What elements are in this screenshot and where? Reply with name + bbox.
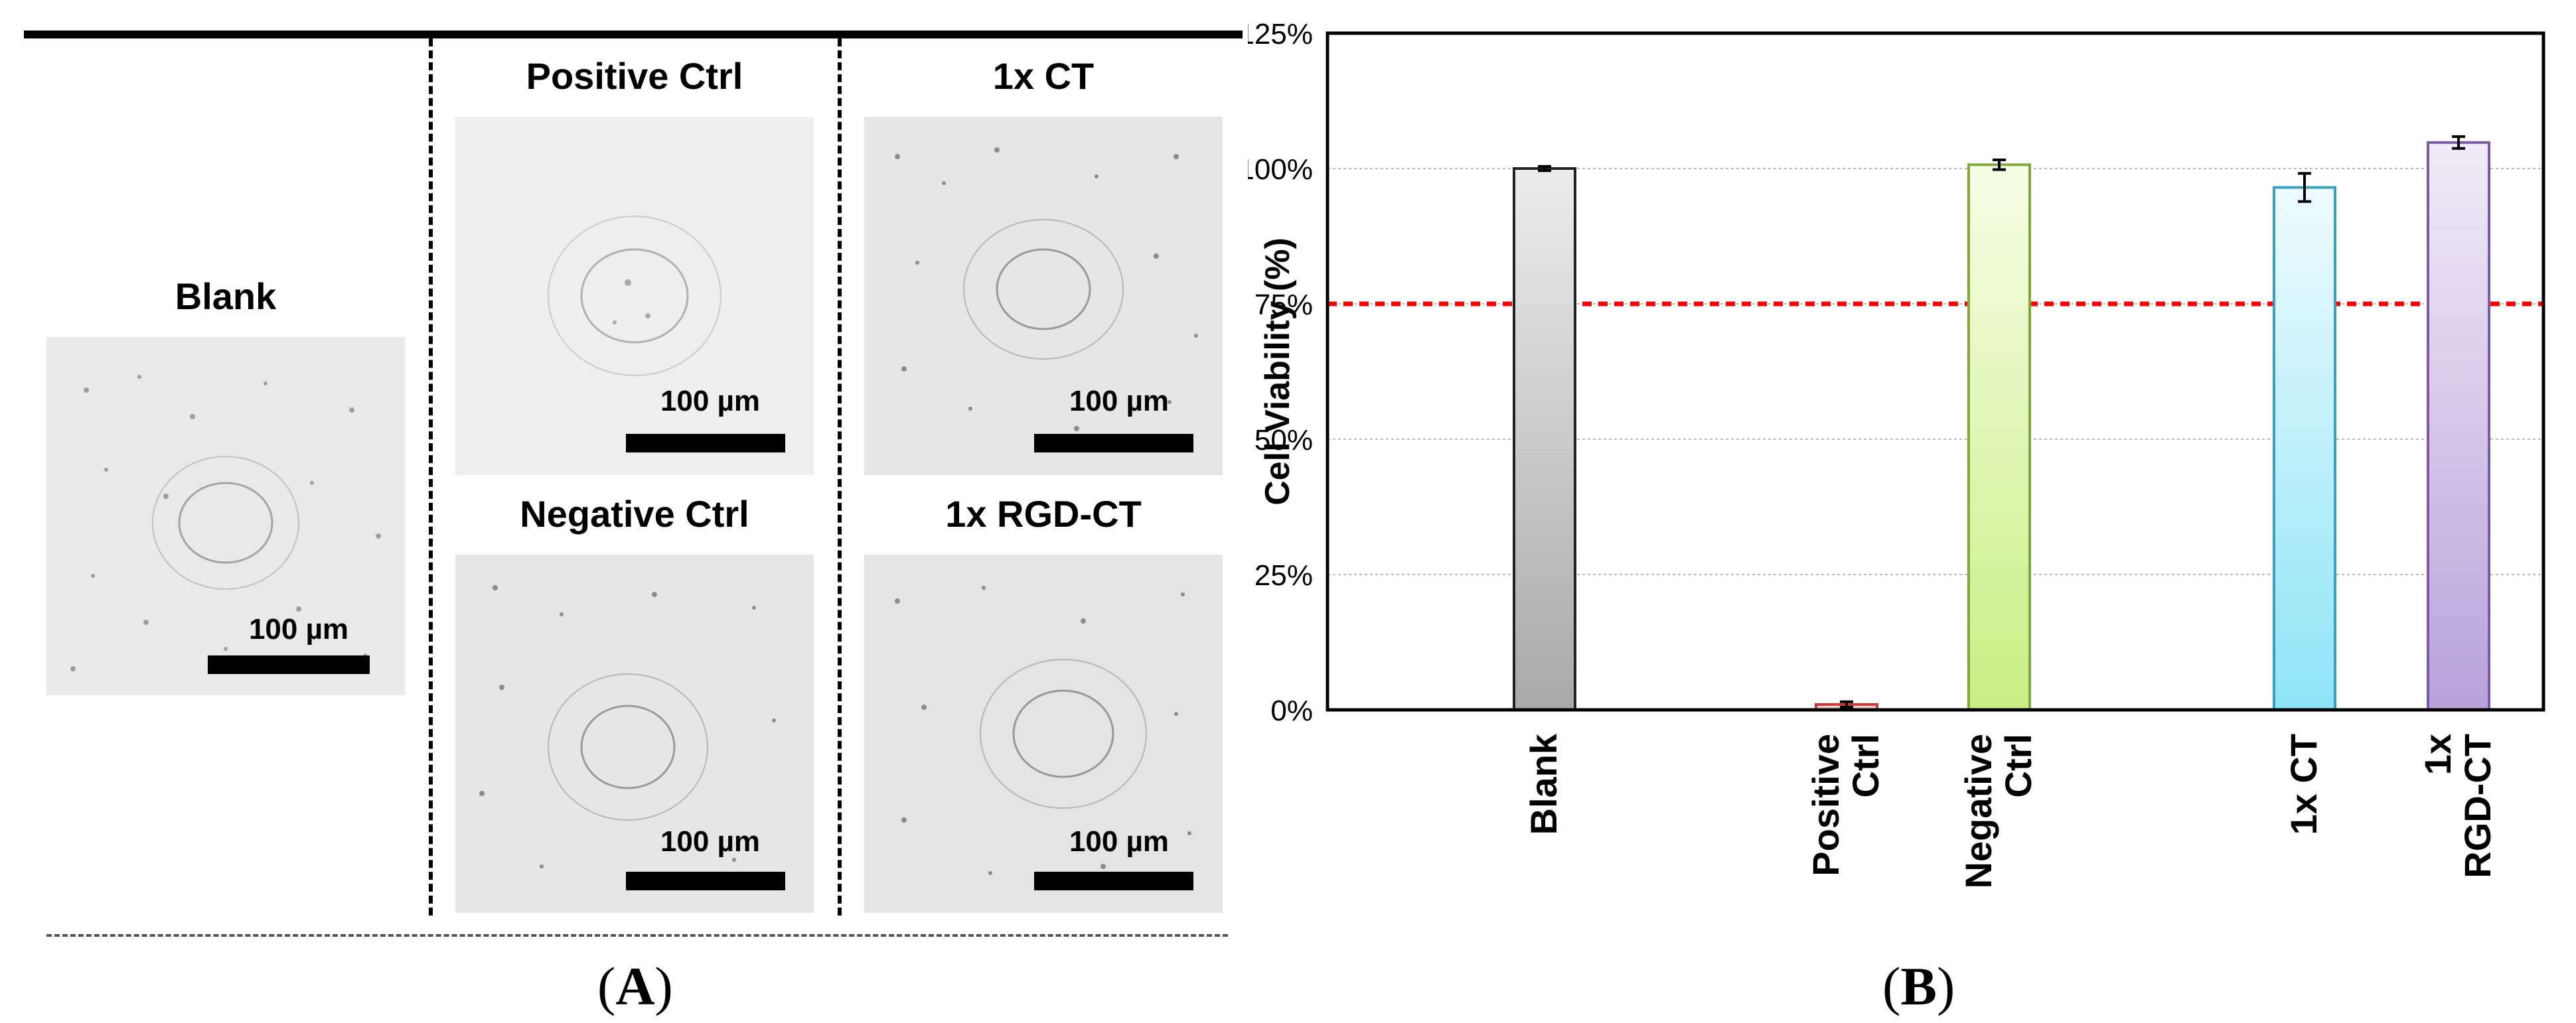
micrograph-negative-ctrl-texture <box>455 555 814 913</box>
panel-a-divider-left <box>429 38 433 916</box>
scale-bar-positive-ctrl <box>626 434 785 452</box>
scale-bar-1x-ct <box>1034 434 1193 452</box>
viability-bar-chart: 0%25%50%75%100%125%BlankPositiveCtrlNega… <box>1248 18 2545 888</box>
y-tick-label: 100% <box>1248 153 1313 186</box>
scale-label-negative-ctrl: 100 µm <box>660 825 761 858</box>
micro-title-1x-rgd-ct: 1x RGD-CT <box>945 493 1142 535</box>
y-tick-label: 25% <box>1254 559 1313 592</box>
micro-title-blank: Blank <box>175 275 277 317</box>
scale-bar-1x-rgd-ct <box>1034 872 1193 890</box>
micrograph-1x-ct <box>864 117 1223 475</box>
scale-label-positive-ctrl: 100 µm <box>660 385 761 417</box>
scale-label-1x-ct: 100 µm <box>1069 385 1170 417</box>
micrograph-1x-rgd-ct-texture <box>864 555 1223 913</box>
x-tick-label-line: 1x CT <box>2283 734 2324 835</box>
panel-a-bottom-rule <box>46 934 1228 937</box>
x-tick-label: 1x CT <box>2283 734 2324 835</box>
y-tick-label: 125% <box>1248 18 1313 50</box>
panel-a-label: (A) <box>597 956 673 1016</box>
bar <box>1967 163 2031 711</box>
scale-label-blank: 100 µm <box>248 613 349 646</box>
scale-label-1x-rgd-ct: 100 µm <box>1069 825 1170 858</box>
bar <box>1513 167 1576 711</box>
scale-bar-blank <box>208 655 370 674</box>
x-tick-label-line: Ctrl <box>1997 734 2039 797</box>
micro-title-negative-ctrl: Negative Ctrl <box>520 493 749 535</box>
x-tick-label-line: Ctrl <box>1845 734 1886 797</box>
x-tick-label-line: Blank <box>1523 733 1564 835</box>
scale-bar-negative-ctrl <box>626 872 785 890</box>
x-tick-label-line: Negative <box>1957 734 1999 888</box>
bar <box>2427 141 2490 712</box>
micro-title-1x-ct: 1x CT <box>992 55 1095 97</box>
y-tick-label: 50% <box>1254 424 1313 456</box>
micrograph-positive-ctrl <box>455 117 814 475</box>
y-tick-label: 75% <box>1254 289 1313 321</box>
panel-b-label: (B) <box>1882 956 1955 1016</box>
y-axis-label: Cell Viability (%) <box>1258 238 1297 506</box>
x-tick-label-line: RGD-CT <box>2457 734 2498 878</box>
x-tick-label-line: 1x <box>2417 734 2459 775</box>
panel-a-top-rule <box>24 31 1243 38</box>
micrograph-1x-rgd-ct <box>864 555 1223 913</box>
plot-frame <box>1326 31 2545 712</box>
micrograph-blank <box>46 337 405 695</box>
y-tick-label: 0% <box>1270 695 1313 727</box>
micrograph-blank-texture <box>46 337 405 695</box>
micrograph-negative-ctrl <box>455 555 814 913</box>
panel-a-divider-right <box>838 38 842 916</box>
x-tick-label-line: Positive <box>1805 734 1847 876</box>
micrograph-positive-ctrl-texture <box>455 117 814 475</box>
micrograph-1x-ct-texture <box>864 117 1223 475</box>
micro-title-positive-ctrl: Positive Ctrl <box>526 55 743 97</box>
x-tick-label: Blank <box>1523 733 1564 835</box>
bar <box>2273 186 2336 711</box>
